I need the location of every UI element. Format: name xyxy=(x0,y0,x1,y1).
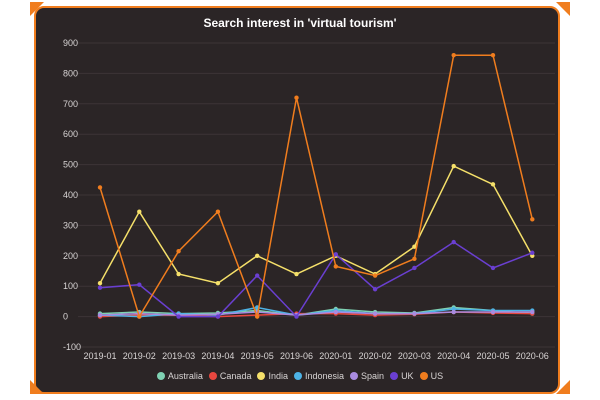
data-point-uk[interactable] xyxy=(412,265,417,271)
data-point-uk[interactable] xyxy=(137,282,142,287)
data-point-uk[interactable] xyxy=(490,265,496,271)
data-point-india[interactable] xyxy=(255,253,260,258)
data-point-us[interactable] xyxy=(137,314,142,319)
data-point-uk[interactable] xyxy=(294,314,299,319)
corner-decoration xyxy=(556,2,570,16)
legend-item-canada[interactable]: Canada xyxy=(208,371,252,381)
data-point-us[interactable] xyxy=(490,52,496,58)
x-tick-label: 2020-02 xyxy=(359,351,392,361)
data-point-uk[interactable] xyxy=(255,273,260,278)
data-point-india[interactable] xyxy=(530,253,535,258)
chart-title: Search interest in 'virtual tourism' xyxy=(203,16,397,30)
x-tick-label: 2020-01 xyxy=(319,351,352,361)
data-point-uk[interactable] xyxy=(451,239,456,245)
data-point-uk[interactable] xyxy=(333,252,338,257)
legend-swatch xyxy=(208,372,217,380)
data-point-us[interactable] xyxy=(451,52,456,58)
x-tick-label: 2019-02 xyxy=(123,351,156,361)
data-point-uk[interactable] xyxy=(215,314,221,319)
legend-swatch xyxy=(350,372,359,380)
corner-decoration xyxy=(30,2,44,16)
data-point-us[interactable] xyxy=(176,249,181,254)
legend-label: Indonesia xyxy=(304,371,345,381)
legend-label: US xyxy=(430,371,444,381)
legend-item-spain[interactable]: Spain xyxy=(350,371,384,381)
series-line-spain xyxy=(99,311,533,316)
x-tick-label: 2019-03 xyxy=(162,351,195,361)
y-tick-label: 200 xyxy=(63,251,78,261)
legend-item-australia[interactable]: Australia xyxy=(156,371,203,381)
series-line-uk xyxy=(99,241,533,318)
legend-swatch xyxy=(390,372,399,380)
data-point-us[interactable] xyxy=(97,185,103,190)
data-point-spain[interactable] xyxy=(451,309,456,315)
data-point-india[interactable] xyxy=(294,271,299,277)
y-tick-label: 300 xyxy=(63,220,78,230)
data-point-us[interactable] xyxy=(255,314,260,319)
corner-decoration xyxy=(30,380,44,394)
y-tick-label: 700 xyxy=(63,99,78,109)
series-line-india xyxy=(99,165,533,285)
y-tick-label: 500 xyxy=(63,160,78,170)
legend-swatch xyxy=(293,372,302,380)
legend-label: Australia xyxy=(167,371,203,381)
legend-swatch xyxy=(257,372,266,380)
y-tick-label: 0 xyxy=(63,312,68,322)
data-point-india[interactable] xyxy=(451,163,456,169)
y-tick-label: 800 xyxy=(63,68,78,78)
x-tick-label: 2019-06 xyxy=(280,351,313,361)
data-point-india[interactable] xyxy=(412,244,417,249)
data-point-uk[interactable] xyxy=(176,314,181,319)
y-tick-label: 100 xyxy=(63,281,78,291)
chart-panel xyxy=(34,6,560,394)
data-point-indonesia[interactable] xyxy=(451,306,456,312)
legend-label: India xyxy=(268,371,288,381)
data-point-us[interactable] xyxy=(333,264,338,269)
legend-label: Canada xyxy=(219,371,252,381)
data-point-india[interactable] xyxy=(215,280,221,286)
data-point-uk[interactable] xyxy=(530,250,535,255)
data-point-spain[interactable] xyxy=(333,309,338,315)
chart-legend: Australia Canada India Indonesia Spain UK US xyxy=(0,371,600,381)
corner-decoration xyxy=(556,380,570,394)
data-point-india[interactable] xyxy=(176,271,181,277)
data-point-india[interactable] xyxy=(137,209,142,214)
legend-label: UK xyxy=(401,371,414,381)
x-tick-label: 2020-04 xyxy=(437,351,470,361)
x-tick-label: 2019-05 xyxy=(241,351,274,361)
legend-item-india[interactable]: India xyxy=(257,371,288,381)
data-point-spain[interactable] xyxy=(97,312,103,318)
data-point-india[interactable] xyxy=(97,280,103,286)
legend-swatch xyxy=(156,372,165,380)
x-tick-label: 2020-05 xyxy=(476,351,509,361)
legend-label: Spain xyxy=(361,371,385,381)
data-point-us[interactable] xyxy=(294,95,299,100)
legend-item-indonesia[interactable]: Indonesia xyxy=(293,371,345,381)
data-point-spain[interactable] xyxy=(530,309,535,315)
legend-item-us[interactable]: US xyxy=(419,371,444,381)
y-tick-label: 900 xyxy=(63,38,78,48)
data-point-uk[interactable] xyxy=(372,287,378,292)
data-point-india[interactable] xyxy=(490,182,496,187)
x-tick-label: 2020-06 xyxy=(516,351,549,361)
series-line-us xyxy=(99,54,534,320)
data-point-us[interactable] xyxy=(372,273,378,278)
legend-item-uk[interactable]: UK xyxy=(390,371,414,381)
data-point-uk[interactable] xyxy=(97,285,103,290)
data-point-us[interactable] xyxy=(530,217,535,222)
y-tick-label: 400 xyxy=(63,190,78,200)
y-tick-label: 600 xyxy=(63,129,78,139)
data-point-spain[interactable] xyxy=(372,311,378,316)
data-point-us[interactable] xyxy=(412,256,417,262)
x-tick-label: 2019-04 xyxy=(201,351,234,361)
x-tick-label: 2019-01 xyxy=(83,351,116,361)
data-point-spain[interactable] xyxy=(412,311,417,316)
data-point-spain[interactable] xyxy=(490,309,496,315)
legend-swatch xyxy=(419,372,428,380)
data-point-us[interactable] xyxy=(215,209,221,214)
y-tick-label: -100 xyxy=(63,342,81,352)
x-tick-label: 2020-03 xyxy=(398,351,431,361)
